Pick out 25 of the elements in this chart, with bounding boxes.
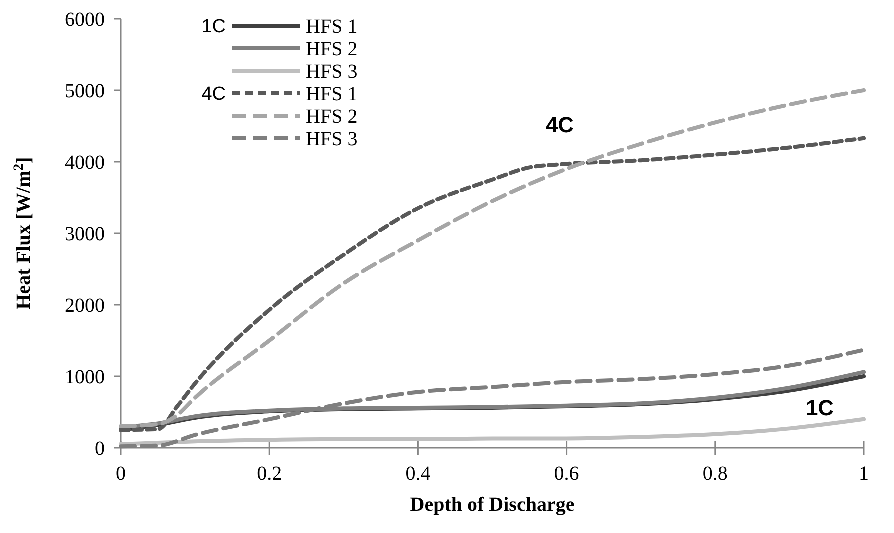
annotation: 4C — [202, 84, 226, 106]
x-tick-label: 1 — [859, 463, 869, 485]
legend-label: HFS 2 — [306, 38, 358, 60]
y-tick-label: 6000 — [65, 9, 105, 31]
x-tick-label: 0.6 — [554, 463, 580, 485]
y-tick-label: 0 — [95, 438, 105, 460]
legend-label: HFS 3 — [306, 128, 358, 150]
y-tick-label: 1000 — [65, 366, 105, 388]
legend-label: HFS 3 — [306, 61, 358, 83]
x-axis-title: Depth of Discharge — [410, 494, 575, 516]
annotation: 1C — [806, 396, 834, 421]
legend-label: HFS 1 — [306, 16, 358, 38]
line-series — [119, 417, 866, 446]
legend-label: HFS 1 — [306, 84, 358, 106]
legend-label: HFS 2 — [306, 106, 358, 128]
annotation: 4C — [546, 112, 574, 138]
y-tick-label: 2000 — [65, 295, 105, 317]
annotation: 1C — [202, 16, 226, 38]
x-tick-label: 0 — [116, 463, 126, 485]
x-tick-label: 0.4 — [406, 463, 431, 485]
x-tick-label: 0.8 — [702, 463, 728, 485]
y-tick-label: 5000 — [65, 80, 105, 102]
y-tick-label: 3000 — [65, 224, 105, 246]
y-tick-label: 4000 — [65, 152, 105, 174]
x-tick-label: 0.2 — [257, 463, 282, 485]
